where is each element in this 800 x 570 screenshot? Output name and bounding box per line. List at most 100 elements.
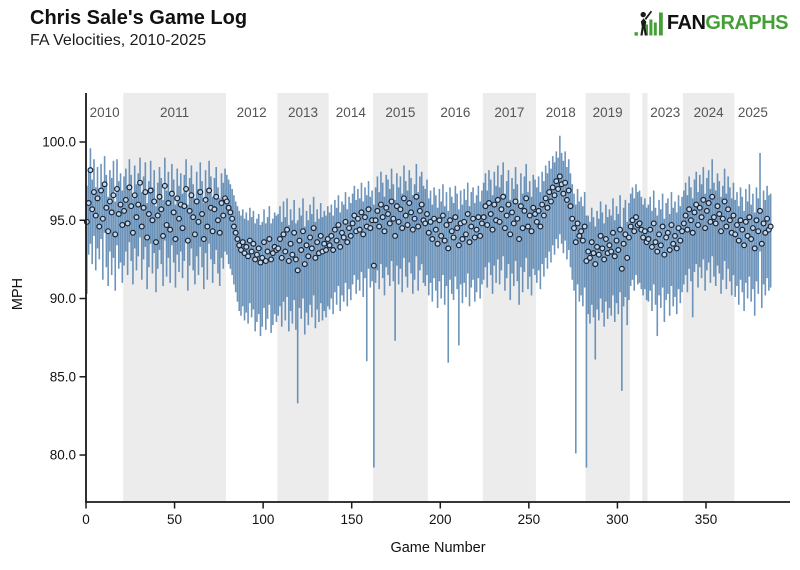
game-avg-point — [241, 250, 248, 257]
game-avg-point — [471, 234, 478, 241]
game-avg-point — [301, 261, 308, 268]
velocity-range-bar — [596, 210, 598, 310]
game-avg-point — [245, 253, 252, 260]
velocity-range-bar — [431, 204, 434, 302]
game-avg-point — [689, 229, 696, 236]
velocity-range-bar — [100, 163, 102, 240]
game-avg-point — [447, 217, 454, 224]
game-avg-point — [227, 209, 234, 216]
velocity-range-bar — [497, 165, 499, 260]
game-avg-point — [650, 220, 657, 227]
velocity-range-bar — [711, 159, 713, 257]
velocity-range-bar — [486, 190, 489, 288]
game-avg-point — [209, 228, 216, 235]
game-avg-point — [618, 265, 625, 272]
velocity-range-bar — [746, 201, 749, 299]
velocity-range-bar — [181, 193, 184, 279]
game-avg-point — [657, 242, 664, 249]
game-avg-point — [392, 232, 399, 239]
velocity-range-bar — [589, 221, 591, 324]
game-avg-point — [181, 203, 188, 210]
game-avg-point — [555, 185, 562, 192]
x-tick-label: 50 — [167, 512, 182, 527]
velocity-range-bar — [266, 217, 269, 319]
velocity-range-bar — [709, 188, 712, 283]
velocity-range-bar — [332, 215, 334, 315]
game-avg-point — [225, 204, 232, 211]
game-avg-point — [268, 256, 275, 263]
velocity-range-bar — [389, 188, 391, 286]
game-avg-point — [230, 223, 237, 230]
game-avg-point — [606, 242, 613, 249]
velocity-range-bar — [392, 184, 395, 282]
game-avg-point — [238, 247, 245, 254]
velocity-range-bar — [707, 170, 710, 263]
velocity-range-bar — [628, 203, 630, 301]
velocity-range-bar — [265, 223, 267, 330]
game-avg-point — [289, 251, 296, 258]
game-avg-point — [450, 234, 457, 241]
game-avg-point — [416, 207, 423, 214]
game-avg-point — [523, 195, 530, 202]
game-avg-point — [135, 201, 142, 208]
velocity-range-bar — [201, 181, 203, 268]
game-avg-point — [163, 221, 170, 228]
year-band — [642, 93, 648, 502]
game-avg-point — [335, 221, 342, 228]
game-avg-point — [617, 226, 624, 233]
game-avg-point — [549, 184, 556, 191]
logo-graphs-text: GRAPHS — [705, 11, 788, 34]
velocity-range-bar — [397, 187, 400, 285]
velocity-range-bar — [346, 209, 349, 307]
velocity-range-bar — [404, 181, 407, 277]
game-avg-point — [317, 232, 324, 239]
velocity-range-bar — [373, 204, 375, 468]
game-avg-point — [597, 232, 604, 239]
game-avg-point — [757, 207, 764, 214]
velocity-range-bar — [521, 193, 524, 293]
year-label: 2025 — [738, 105, 768, 120]
game-avg-point — [737, 217, 744, 224]
game-avg-point — [698, 214, 705, 221]
velocity-range-bar — [135, 184, 138, 271]
velocity-range-bar — [601, 212, 604, 313]
game-avg-point — [516, 236, 523, 243]
y-tick-label: 100.0 — [42, 135, 76, 150]
velocity-range-bar — [323, 210, 326, 312]
velocity-range-bar — [679, 206, 682, 304]
velocity-range-bar — [527, 192, 529, 290]
velocity-range-bar — [743, 210, 745, 312]
game-avg-point — [709, 193, 716, 200]
game-avg-point — [546, 189, 553, 196]
game-avg-point — [633, 214, 640, 221]
velocity-range-bar — [713, 182, 715, 277]
velocity-range-bar — [342, 204, 345, 302]
velocity-range-bar — [401, 193, 403, 293]
game-avg-point — [92, 212, 99, 219]
velocity-range-bar — [422, 185, 425, 283]
velocity-range-bar — [523, 176, 526, 272]
velocity-range-bar — [562, 160, 565, 254]
velocity-range-bar — [151, 187, 154, 274]
game-avg-point — [388, 198, 395, 205]
velocity-range-bar — [544, 165, 547, 258]
game-avg-point — [170, 209, 177, 216]
game-avg-point — [654, 248, 661, 255]
year-band — [372, 93, 428, 502]
velocity-range-bar — [390, 168, 393, 261]
velocity-range-bar — [539, 192, 542, 290]
velocity-range-bar — [442, 184, 444, 276]
game-avg-point — [269, 250, 276, 257]
velocity-range-bar — [532, 174, 535, 269]
velocity-range-bar — [197, 188, 200, 276]
game-avg-point — [422, 220, 429, 227]
velocity-range-bar — [663, 218, 666, 322]
velocity-range-bar — [456, 193, 458, 290]
velocity-range-bar — [387, 179, 389, 276]
velocity-range-bar — [132, 198, 134, 285]
game-avg-point — [668, 221, 675, 228]
velocity-range-bar — [557, 157, 559, 249]
game-avg-point — [395, 218, 402, 225]
velocity-range-bar — [617, 214, 620, 315]
game-avg-point — [213, 193, 220, 200]
